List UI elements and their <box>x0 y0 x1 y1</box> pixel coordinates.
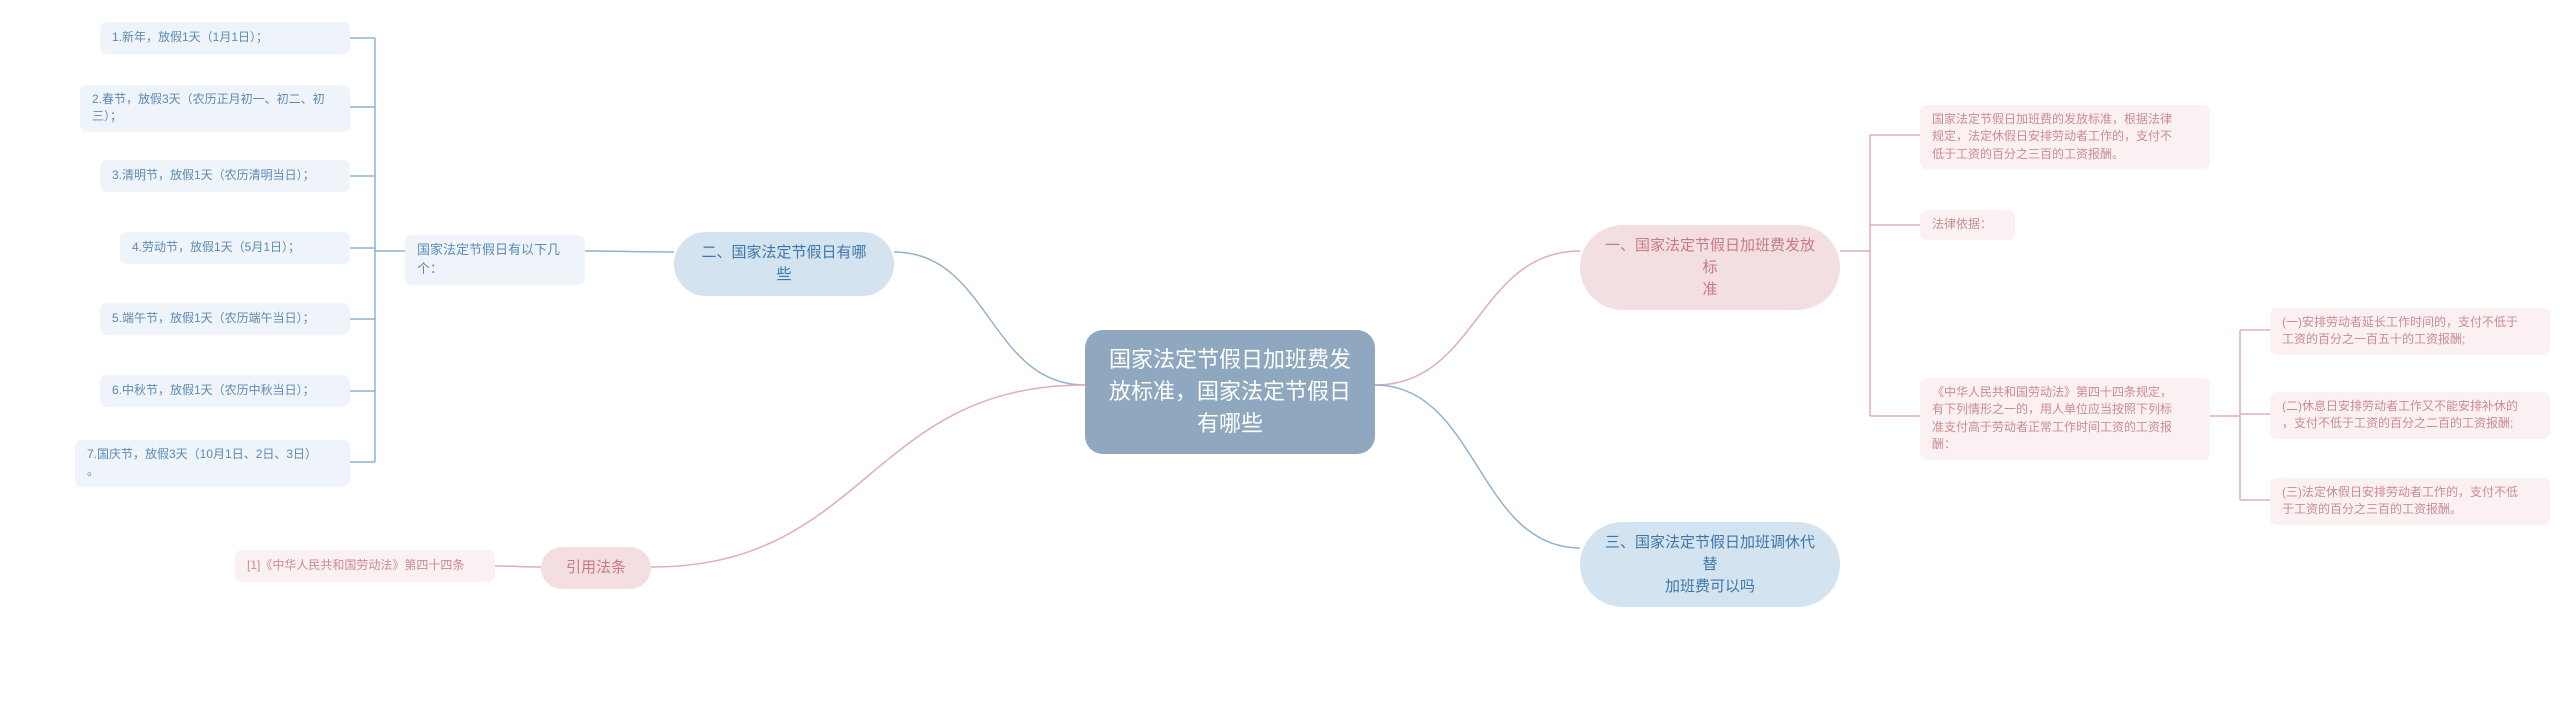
root-node: 国家法定节假日加班费发放标准，国家法定节假日有哪些 <box>1085 330 1375 454</box>
leaf-b1-sub-1: (一)安排劳动者延长工作时间的，支付不低于工资的百分之一百五十的工资报酬; <box>2270 308 2550 355</box>
leaf-b1-sub-2: (二)休息日安排劳动者工作又不能安排补休的，支付不低于工资的百分之二百的工资报酬… <box>2270 392 2550 439</box>
leaf-holiday-2: 2.春节，放假3天（农历正月初一、初二、初三）； <box>80 85 350 132</box>
sub-holidays-intro: 国家法定节假日有以下几个： <box>405 235 585 285</box>
leaf-holiday-4: 4.劳动节，放假1天（5月1日）； <box>120 232 350 264</box>
leaf-holiday-7: 7.国庆节，放假3天（10月1日、2日、3日）。 <box>75 440 350 487</box>
branch-holidays-list: 二、国家法定节假日有哪些 <box>674 232 894 296</box>
branch-compensatory-leave: 三、国家法定节假日加班调休代替加班费可以吗 <box>1580 522 1840 607</box>
leaf-holiday-6: 6.中秋节，放假1天（农历中秋当日）； <box>100 375 350 407</box>
leaf-b1-sub-3: (三)法定休假日安排劳动者工作的，支付不低于工资的百分之三百的工资报酬。 <box>2270 478 2550 525</box>
leaf-holiday-5: 5.端午节，放假1天（农历端午当日）； <box>100 303 350 335</box>
leaf-b1-1: 国家法定节假日加班费的发放标准，根据法律规定，法定休假日安排劳动者工作的，支付不… <box>1920 105 2210 169</box>
leaf-b1-3: 《中华人民共和国劳动法》第四十四条规定，有下列情形之一的，用人单位应当按照下列标… <box>1920 378 2210 460</box>
branch-citation: 引用法条 <box>541 547 651 589</box>
leaf-holiday-3: 3.清明节，放假1天（农历清明当日）； <box>100 160 350 192</box>
leaf-b1-2: 法律依据： <box>1920 210 2015 240</box>
leaf-citation-law: [1]《中华人民共和国劳动法》第四十四条 <box>235 550 495 582</box>
branch-overtime-standard: 一、国家法定节假日加班费发放标准 <box>1580 225 1840 310</box>
leaf-holiday-1: 1.新年，放假1天（1月1日）； <box>100 22 350 54</box>
